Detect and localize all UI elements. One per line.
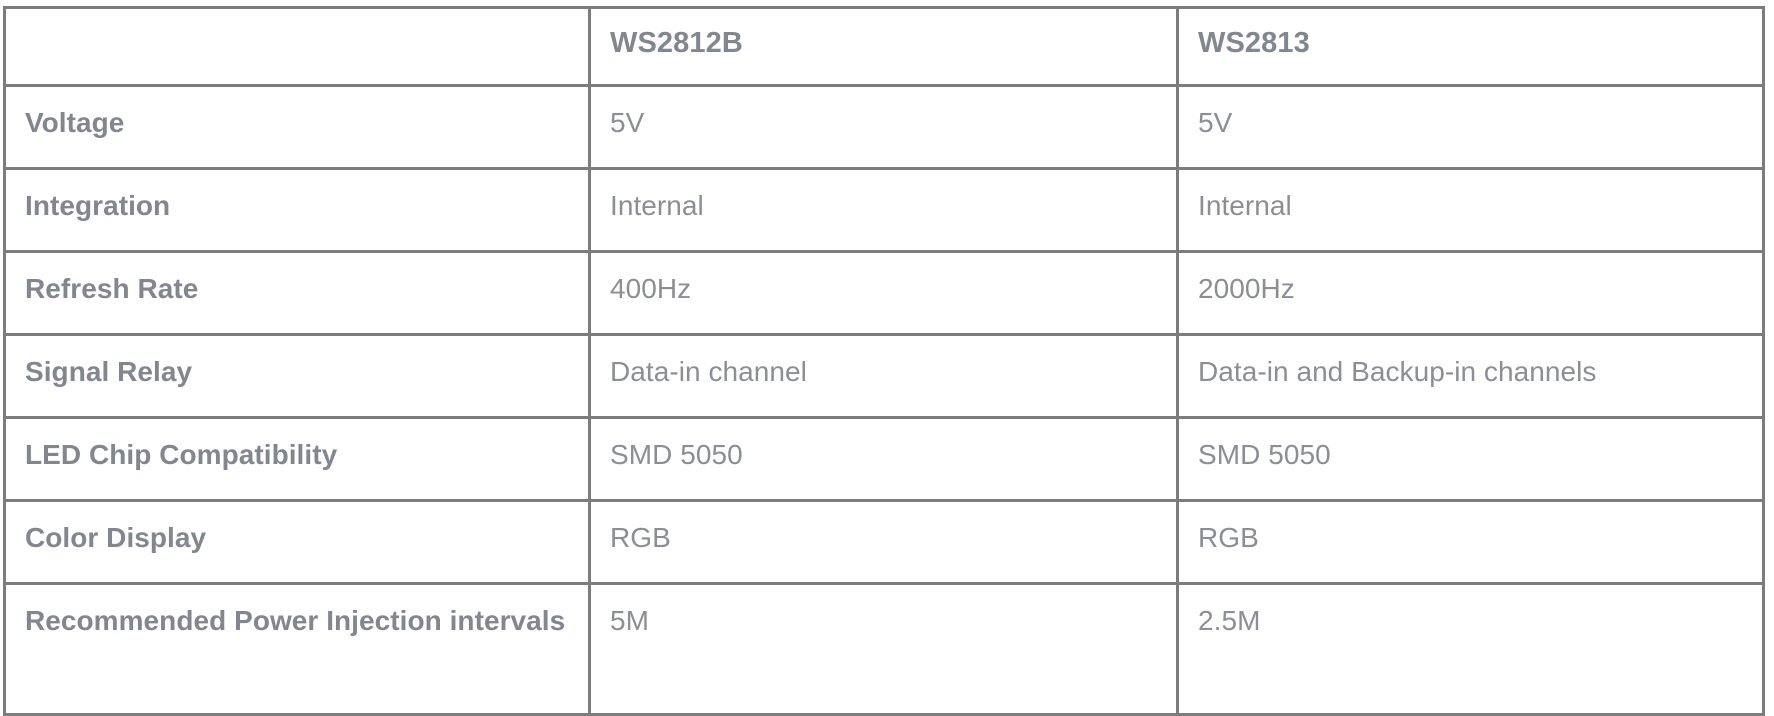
row-value-ws2812b: 5M (610, 605, 649, 636)
table-header-row: WS2812B WS2813 (3, 6, 1765, 87)
row-value-ws2812b: SMD 5050 (610, 439, 743, 470)
column-header-ws2813-label: WS2813 (1198, 27, 1310, 59)
row-value-ws2813-cell: Internal (1176, 167, 1765, 253)
column-header-ws2813: WS2813 (1176, 6, 1765, 87)
row-label-cell: LED Chip Compatibility (3, 416, 591, 502)
row-value-ws2813-cell: RGB (1176, 499, 1765, 585)
row-value-ws2812b-cell: Data-in channel (588, 333, 1179, 419)
row-value-ws2812b-cell: 5V (588, 84, 1179, 170)
table-row: Refresh Rate 400Hz 2000Hz (3, 250, 1765, 336)
row-label: Voltage (25, 107, 125, 138)
row-value-ws2813: RGB (1198, 522, 1259, 553)
row-value-ws2812b: RGB (610, 522, 671, 553)
table-row: Color Display RGB RGB (3, 499, 1765, 585)
row-label-cell: Voltage (3, 84, 591, 170)
row-label: Color Display (25, 522, 207, 553)
column-header-ws2812b-label: WS2812B (610, 27, 743, 59)
row-label: Integration (25, 190, 171, 221)
row-value-ws2813: Data-in and Backup-in channels (1198, 356, 1597, 387)
row-value-ws2812b-cell: RGB (588, 499, 1179, 585)
row-value-ws2813-cell: SMD 5050 (1176, 416, 1765, 502)
row-value-ws2813-cell: 2000Hz (1176, 250, 1765, 336)
row-value-ws2813: 2.5M (1198, 605, 1261, 636)
row-label-cell: Color Display (3, 499, 591, 585)
row-label: Refresh Rate (25, 273, 199, 304)
column-header-ws2812b: WS2812B (588, 6, 1179, 87)
table-row: Signal Relay Data-in channel Data-in and… (3, 333, 1765, 419)
row-value-ws2812b-cell: 400Hz (588, 250, 1179, 336)
table-row: LED Chip Compatibility SMD 5050 SMD 5050 (3, 416, 1765, 502)
table-header: WS2812B WS2813 (3, 6, 1765, 87)
row-value-ws2813-cell: 5V (1176, 84, 1765, 170)
row-value-ws2813: 2000Hz (1198, 273, 1295, 304)
table-row: Voltage 5V 5V (3, 84, 1765, 170)
row-label: Signal Relay (25, 356, 193, 387)
row-value-ws2812b: Data-in channel (610, 356, 807, 387)
row-value-ws2812b-cell: 5M (588, 582, 1179, 716)
row-value-ws2813: 5V (1198, 107, 1233, 138)
row-value-ws2813-cell: Data-in and Backup-in channels (1176, 333, 1765, 419)
row-value-ws2813: SMD 5050 (1198, 439, 1331, 470)
row-value-ws2813-cell: 2.5M (1176, 582, 1765, 716)
row-label: LED Chip Compatibility (25, 439, 338, 470)
row-value-ws2813: Internal (1198, 190, 1292, 221)
led-comparison-table: WS2812B WS2813 Voltage 5V 5V (3, 6, 1765, 716)
row-value-ws2812b-cell: SMD 5050 (588, 416, 1179, 502)
column-header-spec (3, 6, 591, 87)
row-value-ws2812b: Internal (610, 190, 704, 221)
row-label-cell: Recommended Power Injection intervals (3, 582, 591, 716)
table-row: Integration Internal Internal (3, 167, 1765, 253)
row-value-ws2812b: 5V (610, 107, 645, 138)
table-body: Voltage 5V 5V Integration Internal Inter… (3, 84, 1765, 716)
table-row: Recommended Power Injection intervals 5M… (3, 582, 1765, 716)
row-label-cell: Integration (3, 167, 591, 253)
row-value-ws2812b-cell: Internal (588, 167, 1179, 253)
row-label-cell: Signal Relay (3, 333, 591, 419)
row-value-ws2812b: 400Hz (610, 273, 692, 304)
row-label-cell: Refresh Rate (3, 250, 591, 336)
column-header-spec-label (25, 26, 588, 27)
row-label: Recommended Power Injection intervals (25, 605, 566, 636)
